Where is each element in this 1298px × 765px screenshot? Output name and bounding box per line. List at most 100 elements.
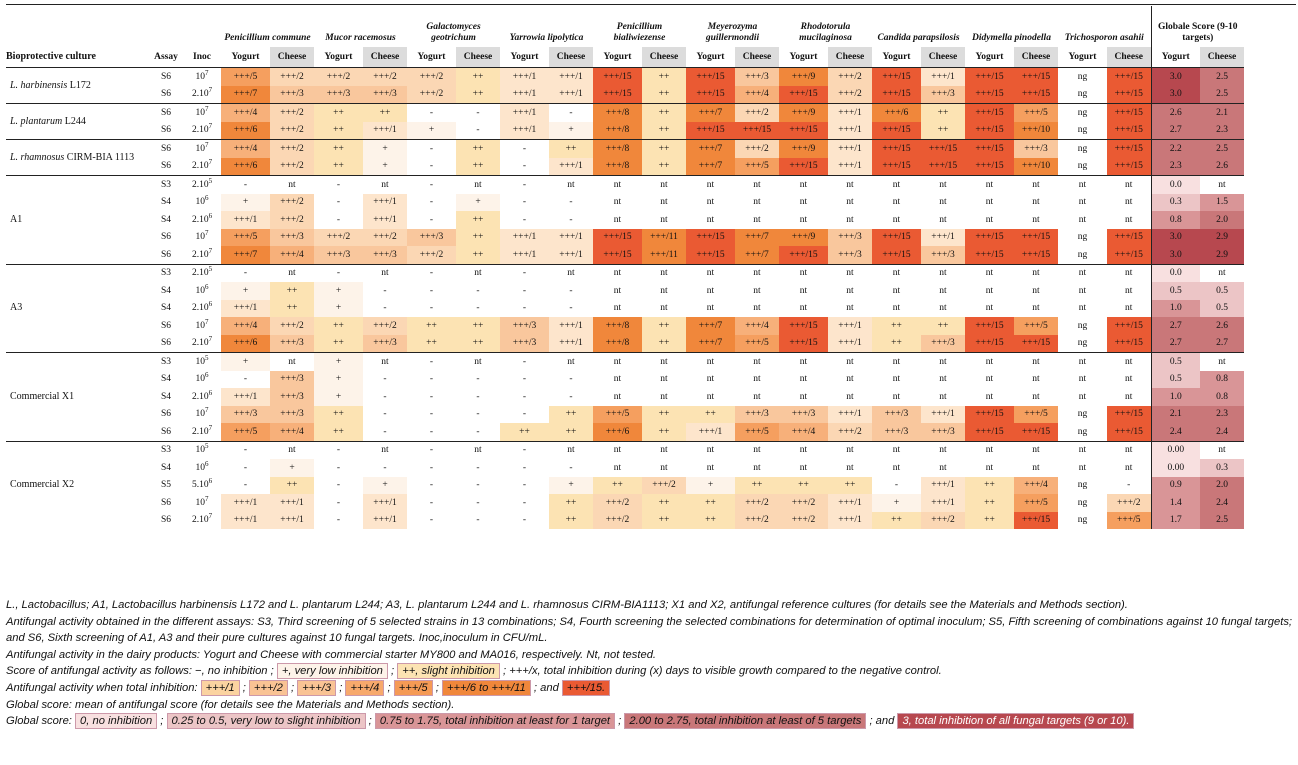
score-cell: +++/15 xyxy=(1107,67,1152,86)
score-cell: +++/3 xyxy=(921,246,965,264)
score-cell: +++/1 xyxy=(363,494,407,512)
score-cell: +++/1 xyxy=(549,317,593,335)
global-legend-0: 0, no inhibition xyxy=(75,713,158,730)
score-cell: +++/15 xyxy=(872,228,921,246)
score-cell: nt xyxy=(1107,388,1152,406)
inoc-exponent: 6 xyxy=(208,388,213,397)
score-cell: nt xyxy=(613,285,622,296)
inoc-cell: 107 xyxy=(183,317,221,335)
header-yogurt: Yogurt xyxy=(314,47,363,68)
score-cell: ++ xyxy=(314,423,363,441)
score-cell: + xyxy=(363,157,407,176)
score-cell: nt xyxy=(1107,282,1152,300)
score-cell: +++/8 xyxy=(593,139,642,158)
score-cell: - xyxy=(407,175,456,194)
header-target: Didymella pinodella xyxy=(972,33,1051,43)
score-cell: ++ xyxy=(872,317,921,335)
score-cell: +++/3 xyxy=(872,405,921,423)
score-cell: - xyxy=(476,125,480,136)
score-cell: +++/15 xyxy=(965,103,1014,122)
score-cell: - xyxy=(476,480,480,491)
header-cheese: Cheese xyxy=(270,47,314,68)
score-cell: + xyxy=(363,476,407,494)
score-cell: - xyxy=(407,139,456,158)
global-score-cell: 2.5 xyxy=(1200,85,1244,104)
culture-label: A3 xyxy=(6,263,149,353)
score-cell: +++/3 xyxy=(270,388,314,406)
score-cell: nt xyxy=(456,175,500,194)
footnote-global-legend: Global score: 0, no inhibition ; 0.25 to… xyxy=(6,713,1296,730)
score-cell: +++/15 xyxy=(872,121,921,140)
score-cell: nt xyxy=(846,214,854,225)
score-cell: +++/1 xyxy=(828,121,872,140)
score-cell: nt xyxy=(549,352,593,371)
score-cell: - xyxy=(336,497,341,508)
score-cell: nt xyxy=(660,214,668,225)
score-cell: +++/2 xyxy=(314,67,363,86)
score-cell: +++/3 xyxy=(314,85,363,104)
score-cell: - xyxy=(522,515,527,526)
score-cell: nt xyxy=(799,285,808,296)
global-score-cell: 2.1 xyxy=(1200,103,1244,122)
score-cell: nt xyxy=(892,285,901,296)
score-cell: +++/2 xyxy=(407,246,456,264)
score-cell: + xyxy=(456,193,500,211)
header-target: Penicillium commune xyxy=(224,33,311,43)
global-legend-one-target: 0.75 to 1.75, total inhibition at least … xyxy=(374,713,616,730)
score-cell: ++ xyxy=(642,157,686,176)
inoc-exponent: 7 xyxy=(205,406,209,415)
score-cell: nt xyxy=(965,440,1014,459)
inoc-exponent: 6 xyxy=(208,300,213,309)
inoc-base: 10 xyxy=(195,232,206,243)
inoc-exponent: 7 xyxy=(205,140,209,149)
score-cell: - xyxy=(522,497,527,508)
header-cheese: Cheese xyxy=(363,47,407,68)
global-score-cell: 0.8 xyxy=(1151,211,1200,229)
score-cell: - xyxy=(336,214,341,225)
score-cell: +++/15 xyxy=(1107,405,1152,423)
score-cell: +++/5 xyxy=(1107,511,1152,529)
score-cell: +++/2 xyxy=(270,157,314,176)
score-cell: +++/5 xyxy=(221,423,270,441)
score-cell: ng xyxy=(1077,515,1088,526)
score-cell: +++/7 xyxy=(735,228,779,246)
score-cell: ++ xyxy=(456,317,500,335)
score-cell: - xyxy=(407,263,456,282)
header-yogurt: Yogurt xyxy=(221,47,270,68)
score-cell: +++/2 xyxy=(593,494,642,512)
score-cell: - xyxy=(522,391,527,402)
score-cell: nt xyxy=(985,197,994,208)
score-cell: +++/2 xyxy=(270,103,314,122)
score-cell: +++/15 xyxy=(593,85,642,104)
score-cell: +++/1 xyxy=(221,388,270,406)
score-cell: +++/5 xyxy=(1014,317,1058,335)
score-cell: nt xyxy=(1014,175,1058,194)
table-row: S6 107 +++/5 +++/3 +++/2 +++/2 +++/3 ++ +++/1 +++… xyxy=(6,228,1244,246)
score-cell: +++/15 xyxy=(965,423,1014,441)
score-cell: - xyxy=(522,462,527,473)
inoc-base: 2.10 xyxy=(191,515,209,526)
score-cell: - xyxy=(383,426,387,437)
score-cell: nt xyxy=(363,352,407,371)
total-legend-15: +++/15. xyxy=(561,679,611,696)
score-cell: ng xyxy=(1077,409,1088,420)
table-row: L. harbinensis L172 S6 107 +++/5 +++/2 +++/2 +… xyxy=(6,67,1244,90)
score-cell: +++/1 xyxy=(828,317,872,335)
score-cell: nt xyxy=(846,462,854,473)
score-cell: ++ xyxy=(456,85,500,104)
score-cell: - xyxy=(476,285,480,296)
global-score-cell: 1.7 xyxy=(1151,511,1200,529)
inoc-exponent: 7 xyxy=(208,158,213,167)
score-cell: ++ xyxy=(456,67,500,86)
score-cell: - xyxy=(383,285,387,296)
score-cell: - xyxy=(336,197,341,208)
header-spacer xyxy=(183,6,221,47)
score-cell: nt xyxy=(846,285,854,296)
score-cell: nt xyxy=(593,175,642,194)
score-cell: +++/7 xyxy=(686,103,735,122)
score-cell: + xyxy=(221,352,270,371)
assay-cell: S6 xyxy=(160,161,172,172)
total-legend-6-11: +++/6 to +++/11 xyxy=(441,679,531,696)
score-cell: + xyxy=(270,459,314,477)
global-legend-and: and xyxy=(875,715,895,728)
